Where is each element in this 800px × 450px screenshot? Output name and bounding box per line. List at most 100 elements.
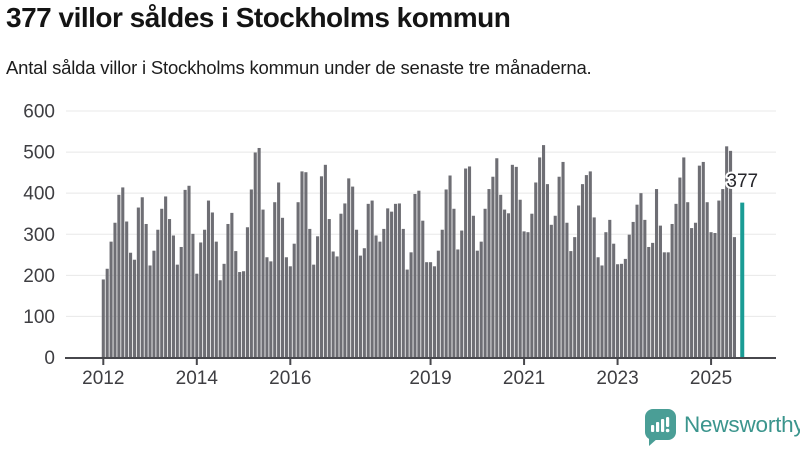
bar [456,249,460,358]
bar [541,145,546,358]
bar [327,219,331,358]
x-axis-label: 2016 [269,368,311,389]
bar [429,262,433,358]
y-axis-label: 500 [23,143,55,164]
bar [109,241,113,358]
bar [362,248,366,358]
bar [405,269,409,358]
bar [323,164,327,358]
bar [432,266,437,358]
bar [210,212,214,358]
bar [183,189,187,358]
bar [319,176,324,358]
x-axis-label: 2023 [596,368,638,389]
bar [479,241,483,358]
highlight-bar [740,202,745,358]
bar [460,230,464,358]
bar [234,251,238,358]
bar [729,150,733,358]
bar [647,246,651,358]
bar [113,222,117,358]
bar [577,205,581,358]
bar [242,271,246,358]
bar [245,227,250,358]
bar [300,171,304,358]
bar [436,250,440,358]
bar [160,208,164,358]
bar [705,202,709,358]
bar [584,175,588,358]
bar [136,207,140,358]
bar [592,217,596,358]
bar [682,157,686,358]
bar [495,158,499,358]
bar [370,200,374,358]
bar [304,172,308,358]
bar [530,213,534,358]
bar [218,280,222,358]
y-axis-label: 0 [44,348,55,369]
bar [156,229,160,358]
bar-chart-speech-bubble-icon [645,409,676,446]
bar [393,203,398,358]
bar [125,221,129,358]
bar [452,208,456,358]
bar [179,246,183,358]
bar [444,189,448,358]
bar [651,242,655,358]
bar [623,258,627,358]
bar [132,259,137,358]
bar [261,209,265,358]
bar [693,222,698,358]
bar [666,252,670,358]
x-axis-label: 2021 [503,368,545,389]
bar [331,251,335,358]
bar [129,252,133,358]
newsworthy-logo[interactable]: Newsworthy [645,409,800,446]
bar [475,250,479,358]
bar [686,202,690,358]
bar [448,175,452,358]
bar [549,224,553,358]
bar [573,237,577,358]
bar [553,215,557,358]
bar [709,232,713,358]
bar [288,266,292,358]
bar [296,202,300,358]
bar [713,233,717,358]
bar [440,229,444,358]
bar [199,242,203,358]
bar [639,193,643,358]
bar [249,189,253,358]
bar [335,256,339,358]
bar [167,219,172,358]
bar [187,185,191,358]
bar [569,251,573,358]
bar [514,166,518,358]
y-axis-label: 300 [23,225,55,246]
bar [397,203,401,358]
bar [616,264,620,358]
bar [522,231,526,358]
bar [206,200,211,358]
bar [214,241,218,358]
bar [191,233,195,358]
bar [596,257,600,358]
bar [284,257,288,358]
bar [378,241,382,358]
bar [195,273,199,358]
bar [697,165,701,358]
bar [690,228,694,358]
bar [612,243,616,358]
bar [627,234,631,358]
bar [358,255,362,358]
bar [701,161,705,358]
bar [347,178,351,358]
bar [467,166,472,358]
bar [499,194,503,358]
bar [390,211,394,358]
bar [635,204,639,358]
bar [557,176,561,358]
bar [269,261,273,358]
